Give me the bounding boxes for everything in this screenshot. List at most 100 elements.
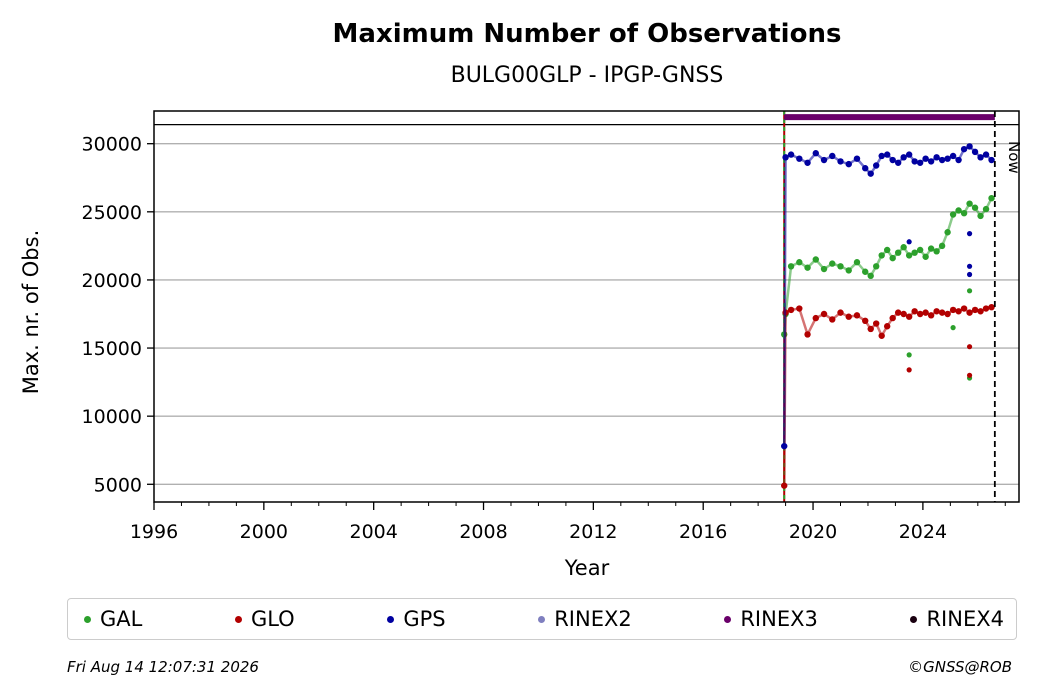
data-point	[900, 310, 907, 318]
data-point	[949, 306, 957, 314]
legend-label: RINEX2	[554, 607, 632, 631]
data-point	[889, 156, 896, 164]
data-point	[845, 313, 852, 320]
legend-label: RINEX4	[926, 607, 1004, 631]
data-point	[787, 306, 795, 314]
data-point	[820, 156, 828, 164]
data-point	[977, 308, 984, 315]
data-point	[916, 310, 924, 318]
data-point	[853, 259, 861, 266]
data-point	[878, 252, 885, 259]
data-point	[867, 272, 874, 280]
grid-lines	[154, 123, 1019, 485]
data-point	[966, 143, 973, 150]
data-point	[938, 242, 946, 250]
data-point	[955, 308, 962, 315]
outlier-point	[906, 367, 912, 373]
data-point	[883, 151, 891, 158]
data-point	[862, 268, 869, 275]
data-point	[812, 150, 819, 157]
data-point	[787, 151, 795, 158]
data-point	[820, 310, 828, 318]
data-point	[982, 305, 990, 312]
x-tick-label: 2024	[899, 521, 947, 543]
data-point	[804, 331, 811, 338]
legend-marker	[910, 615, 918, 623]
data-point	[837, 309, 844, 316]
data-point	[787, 263, 795, 270]
data-point	[845, 160, 852, 168]
y-axis: 5000 10000 15000 20000 25000 30000	[82, 134, 154, 496]
legend-item-gps: GPS	[387, 607, 446, 631]
data-point	[894, 249, 902, 256]
generated-timestamp: Fri Aug 14 12:07:31 2026	[67, 658, 259, 676]
data-point	[988, 156, 995, 164]
data-point	[982, 205, 990, 213]
data-point	[955, 156, 962, 164]
y-tick-label: 25000	[82, 202, 142, 224]
data-point	[949, 152, 957, 160]
data-point	[905, 313, 913, 320]
data-point	[883, 323, 891, 330]
data-point	[922, 309, 929, 316]
data-point	[878, 332, 885, 339]
data-point	[971, 204, 979, 211]
data-point	[820, 265, 828, 273]
data-point	[781, 482, 788, 489]
data-point	[944, 229, 951, 236]
data-point	[911, 308, 918, 315]
now-marker-label: Now	[1005, 141, 1023, 174]
legend-marker	[234, 615, 242, 623]
legend-marker	[84, 615, 91, 623]
data-point	[982, 151, 990, 158]
data-point	[971, 306, 979, 314]
data-point	[938, 309, 946, 316]
chart-legend: GAL GLO GPS RINEX2 RINEX3 RINEX4	[67, 598, 1017, 640]
data-point	[883, 246, 891, 254]
data-point	[916, 159, 924, 166]
data-point	[905, 252, 913, 259]
outlier-point	[966, 271, 973, 278]
data-point	[916, 246, 924, 254]
chart-title: Maximum Number of Observations	[333, 19, 842, 49]
data-point	[922, 155, 929, 162]
data-point	[812, 256, 819, 263]
outlier-point	[950, 325, 956, 331]
data-point	[933, 308, 940, 315]
data-point	[900, 244, 907, 251]
x-tick-label: 2004	[350, 521, 398, 543]
outlier-point	[906, 352, 912, 358]
data-point	[878, 152, 885, 160]
data-point	[837, 263, 844, 270]
y-tick-label: 20000	[82, 270, 142, 292]
x-tick-label: 2008	[459, 521, 507, 543]
data-point	[927, 312, 935, 319]
data-point	[960, 209, 968, 217]
data-point	[804, 159, 811, 166]
data-point	[933, 154, 940, 161]
x-tick-label: 1996	[130, 521, 178, 543]
outlier-point	[966, 263, 973, 269]
plot-frame	[153, 110, 1020, 503]
legend-item-gal: GAL	[84, 607, 142, 631]
series-trace	[782, 144, 993, 447]
outlier-point	[906, 239, 912, 245]
copyright-credit: ©GNSS@ROB	[908, 658, 1012, 676]
data-point	[977, 154, 984, 161]
legend-label: GLO	[250, 607, 295, 631]
data-point	[927, 245, 935, 252]
data-point	[796, 259, 803, 266]
data-point	[905, 151, 913, 158]
data-point	[889, 254, 896, 262]
data-point	[862, 165, 869, 172]
data-point	[894, 309, 902, 316]
data-point	[966, 309, 973, 316]
data-point	[873, 263, 880, 270]
data-point	[804, 264, 811, 271]
data-point	[867, 170, 874, 177]
legend-label: RINEX3	[740, 607, 818, 631]
series-glo	[781, 303, 995, 489]
x-axis-label: Year	[564, 556, 610, 580]
data-point	[977, 212, 984, 220]
